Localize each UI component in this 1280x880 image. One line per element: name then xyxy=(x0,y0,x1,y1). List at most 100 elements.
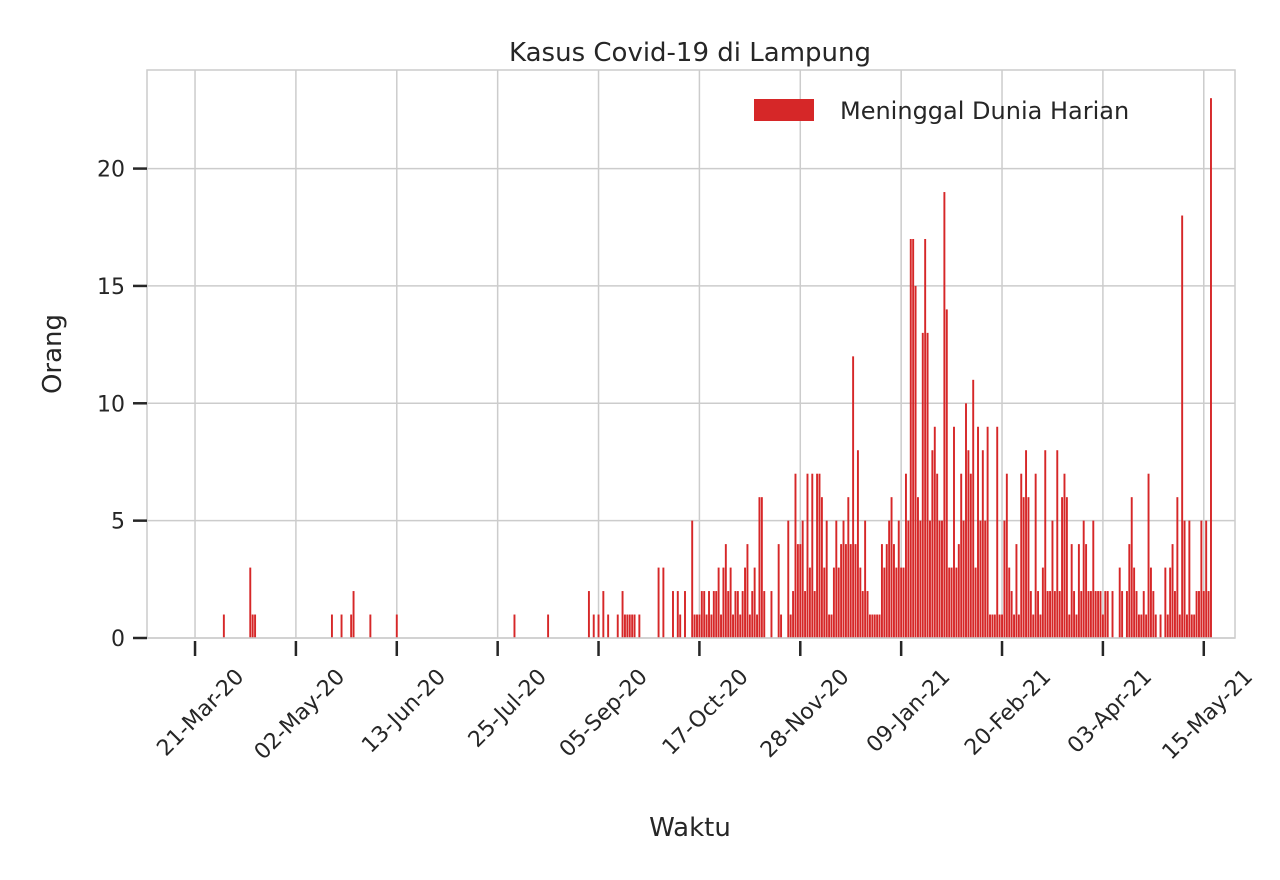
bar xyxy=(816,473,819,638)
bar xyxy=(1056,450,1059,638)
bar xyxy=(804,591,807,638)
bar xyxy=(852,356,855,638)
bar xyxy=(1104,591,1107,638)
legend-swatch xyxy=(754,99,814,121)
bar xyxy=(864,520,867,638)
bar xyxy=(967,450,970,638)
bar xyxy=(777,544,780,638)
bar xyxy=(799,544,802,638)
bar xyxy=(933,426,936,638)
bar xyxy=(909,238,912,638)
bar xyxy=(748,614,751,638)
bar xyxy=(621,591,624,638)
bar xyxy=(369,614,372,638)
bar xyxy=(1145,614,1148,638)
bar xyxy=(989,614,991,638)
bar xyxy=(847,497,850,638)
bar xyxy=(780,614,783,638)
bar xyxy=(844,544,847,638)
bar xyxy=(878,614,881,638)
bar xyxy=(729,567,732,638)
bar xyxy=(796,544,799,638)
bar xyxy=(741,591,744,638)
bar xyxy=(1195,591,1198,638)
bar xyxy=(1010,591,1013,638)
bar xyxy=(602,591,605,638)
bar xyxy=(876,614,879,638)
bar xyxy=(945,309,948,638)
bar xyxy=(950,567,953,638)
bar xyxy=(1077,544,1080,638)
bar xyxy=(744,567,747,638)
bar xyxy=(895,567,898,638)
bar xyxy=(1044,450,1047,638)
plot-frame xyxy=(146,69,1236,639)
y-tick-label: 0 xyxy=(111,627,125,652)
bar xyxy=(888,520,891,638)
bar xyxy=(941,520,943,638)
bar xyxy=(1101,614,1104,638)
bar xyxy=(676,591,679,638)
bar xyxy=(751,591,754,638)
bar xyxy=(842,520,845,638)
bar xyxy=(1068,614,1071,638)
bar xyxy=(1027,497,1030,638)
bar xyxy=(1210,98,1212,639)
bar xyxy=(700,591,703,638)
y-axis-label: Orang xyxy=(38,314,68,394)
bar xyxy=(1022,497,1025,638)
bar xyxy=(794,473,797,638)
bar xyxy=(924,238,927,638)
bar xyxy=(835,520,838,638)
bar xyxy=(962,520,965,638)
bar xyxy=(623,614,626,638)
bar xyxy=(1188,520,1191,638)
bar xyxy=(251,614,254,638)
grid xyxy=(147,70,1235,639)
bar xyxy=(890,497,893,638)
bar xyxy=(1118,567,1121,638)
bar xyxy=(763,591,766,638)
bar xyxy=(587,591,590,638)
bar xyxy=(837,567,840,638)
bar xyxy=(1070,544,1073,638)
bar xyxy=(1198,591,1200,638)
bar xyxy=(823,567,826,638)
bar xyxy=(1020,473,1023,638)
bar xyxy=(801,520,804,638)
bar xyxy=(607,614,610,638)
y-tick-label: 10 xyxy=(97,392,125,417)
bar xyxy=(1133,567,1136,638)
bar xyxy=(1137,614,1140,638)
bar xyxy=(1164,567,1167,638)
bar xyxy=(708,591,710,638)
bar xyxy=(996,426,999,638)
bar xyxy=(1049,591,1052,638)
y-axis-ticks: 0 5 10 15 20 xyxy=(97,158,147,652)
bar xyxy=(1128,544,1131,638)
bar xyxy=(734,591,737,638)
bar xyxy=(684,591,686,638)
bar xyxy=(1092,520,1095,638)
chart-title: Kasus Covid-19 di Lampung xyxy=(509,38,871,68)
bar xyxy=(825,520,828,638)
bar xyxy=(1075,614,1078,638)
bar xyxy=(693,614,696,638)
bar xyxy=(1025,450,1028,638)
bar xyxy=(832,567,835,638)
bar xyxy=(1202,591,1205,638)
bar xyxy=(1041,567,1044,638)
bar xyxy=(717,567,720,638)
bar xyxy=(1178,614,1181,638)
bar xyxy=(746,544,749,638)
bar xyxy=(1005,473,1008,638)
bar xyxy=(969,473,972,638)
bar xyxy=(330,614,333,638)
bar xyxy=(1140,614,1143,638)
bar xyxy=(1111,591,1114,638)
bar xyxy=(1039,614,1042,638)
bar xyxy=(1166,614,1169,638)
bar xyxy=(820,497,823,638)
bar xyxy=(955,567,958,638)
